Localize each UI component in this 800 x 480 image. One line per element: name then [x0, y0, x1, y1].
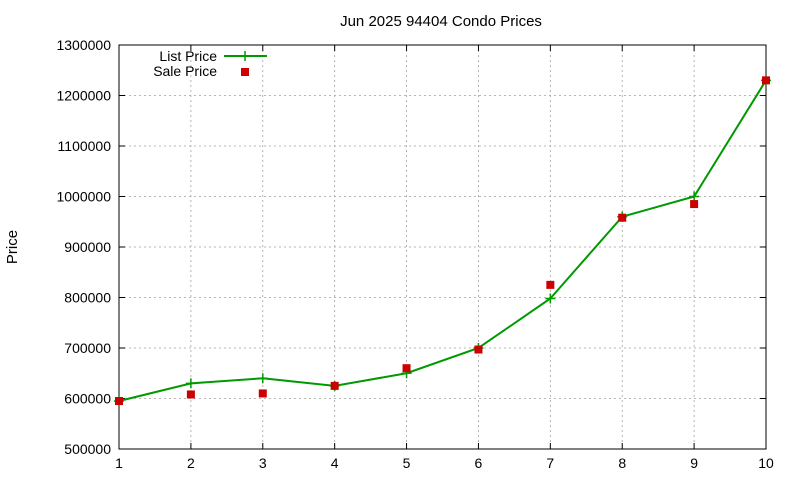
list-price-point	[257, 373, 268, 384]
sale-price-point	[186, 390, 195, 399]
x-tick-label: 10	[758, 455, 774, 471]
y-tick-label: 800000	[64, 290, 111, 306]
x-tick-label: 4	[331, 455, 339, 471]
x-tick-label: 2	[187, 455, 195, 471]
y-tick-label: 600000	[64, 391, 111, 407]
sale-price-point	[546, 280, 555, 289]
sale-price-point	[402, 364, 411, 373]
list-price-point	[185, 378, 196, 389]
x-tick-label: 5	[403, 455, 411, 471]
y-tick-label: 900000	[64, 239, 111, 255]
y-tick-label: 1100000	[58, 138, 112, 154]
legend-marker-sale-price	[241, 68, 249, 76]
list-price-point	[689, 191, 700, 202]
list-price-point	[545, 293, 556, 304]
axis-ticks: 1 2 3 4 5 6 7 8 9 10 500000 600000 700000 800000 90000…	[56, 37, 774, 471]
x-tick-label: 6	[475, 455, 483, 471]
x-tick-label: 7	[546, 455, 554, 471]
y-axis-label: Price	[4, 230, 21, 264]
y-tick-label: 1000000	[56, 189, 111, 205]
plot-area	[114, 75, 771, 407]
plot-frame	[118, 44, 767, 450]
y-tick-label: 1200000	[56, 88, 111, 104]
y-tick-label: 700000	[64, 340, 111, 356]
legend-marker-list-price	[240, 51, 250, 61]
sale-price-point	[618, 213, 627, 222]
y-tick-label: 500000	[64, 441, 111, 457]
x-tick-label: 8	[618, 455, 626, 471]
sale-price-point	[474, 345, 483, 354]
grid-lines	[119, 45, 766, 449]
sale-price-point	[690, 200, 699, 209]
legend-label-sale-price: Sale Price	[153, 63, 217, 79]
x-tick-label: 1	[115, 455, 123, 471]
sale-price-point	[762, 76, 770, 85]
chart-title: Jun 2025 94404 Condo Prices	[340, 13, 542, 30]
legend-label-list-price: List Price	[159, 48, 217, 64]
y-tick-label: 1300000	[56, 37, 111, 53]
x-tick-label: 9	[690, 455, 698, 471]
sale-price-point	[115, 397, 123, 406]
sale-price-point	[258, 389, 267, 398]
x-tick-label: 3	[259, 455, 267, 471]
sale-price-point	[330, 381, 339, 390]
list-price-line	[118, 79, 767, 402]
